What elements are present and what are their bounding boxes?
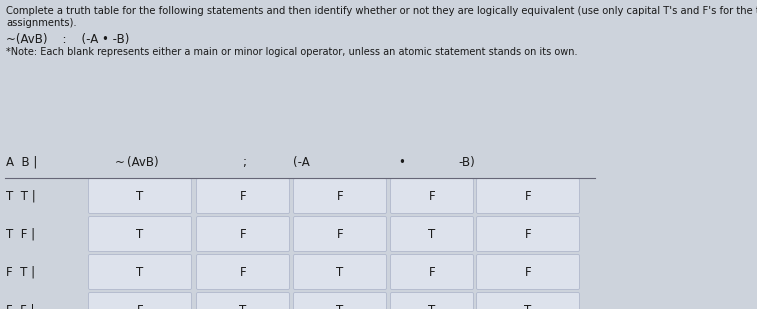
Text: T: T bbox=[136, 227, 144, 240]
Text: F  F |: F F | bbox=[6, 303, 35, 309]
Text: (-A: (-A bbox=[293, 156, 310, 169]
Text: F: F bbox=[240, 265, 246, 278]
Text: F: F bbox=[428, 265, 435, 278]
FancyBboxPatch shape bbox=[294, 293, 387, 309]
Text: T: T bbox=[136, 189, 144, 202]
FancyBboxPatch shape bbox=[89, 293, 192, 309]
FancyBboxPatch shape bbox=[197, 179, 289, 214]
Text: T  F |: T F | bbox=[6, 227, 35, 240]
Text: F  T |: F T | bbox=[6, 265, 35, 278]
Text: T: T bbox=[428, 227, 435, 240]
Text: •: • bbox=[398, 156, 405, 169]
Text: A  B |: A B | bbox=[6, 156, 37, 169]
FancyBboxPatch shape bbox=[197, 255, 289, 290]
FancyBboxPatch shape bbox=[391, 217, 473, 252]
Text: Complete a truth table for the following statements and then identify whether or: Complete a truth table for the following… bbox=[6, 6, 757, 16]
Text: ;: ; bbox=[242, 156, 246, 169]
FancyBboxPatch shape bbox=[476, 293, 580, 309]
Text: T: T bbox=[525, 303, 531, 309]
FancyBboxPatch shape bbox=[476, 255, 580, 290]
FancyBboxPatch shape bbox=[89, 179, 192, 214]
Text: F: F bbox=[337, 227, 344, 240]
Text: T: T bbox=[136, 265, 144, 278]
Text: F: F bbox=[525, 265, 531, 278]
Text: T: T bbox=[239, 303, 247, 309]
FancyBboxPatch shape bbox=[197, 293, 289, 309]
FancyBboxPatch shape bbox=[89, 217, 192, 252]
Text: T: T bbox=[336, 265, 344, 278]
Text: F: F bbox=[525, 227, 531, 240]
Text: *Note: Each blank represents either a main or minor logical operator, unless an : *Note: Each blank represents either a ma… bbox=[6, 47, 578, 57]
FancyBboxPatch shape bbox=[294, 217, 387, 252]
Text: T: T bbox=[428, 303, 435, 309]
Text: T  T |: T T | bbox=[6, 189, 36, 202]
Text: -B): -B) bbox=[458, 156, 475, 169]
FancyBboxPatch shape bbox=[89, 255, 192, 290]
Text: F: F bbox=[240, 227, 246, 240]
FancyBboxPatch shape bbox=[391, 255, 473, 290]
Text: F: F bbox=[240, 189, 246, 202]
Text: F: F bbox=[337, 189, 344, 202]
FancyBboxPatch shape bbox=[294, 255, 387, 290]
Text: F: F bbox=[525, 189, 531, 202]
Text: F: F bbox=[428, 189, 435, 202]
Text: ~(AvB)    :    (-A • -B): ~(AvB) : (-A • -B) bbox=[6, 33, 129, 46]
FancyBboxPatch shape bbox=[391, 179, 473, 214]
Text: T: T bbox=[336, 303, 344, 309]
FancyBboxPatch shape bbox=[197, 217, 289, 252]
FancyBboxPatch shape bbox=[294, 179, 387, 214]
FancyBboxPatch shape bbox=[476, 179, 580, 214]
FancyBboxPatch shape bbox=[476, 217, 580, 252]
FancyBboxPatch shape bbox=[391, 293, 473, 309]
Text: ~: ~ bbox=[115, 156, 125, 169]
Text: F: F bbox=[137, 303, 143, 309]
Text: (AvB): (AvB) bbox=[127, 156, 159, 169]
Text: assignments).: assignments). bbox=[6, 18, 76, 28]
